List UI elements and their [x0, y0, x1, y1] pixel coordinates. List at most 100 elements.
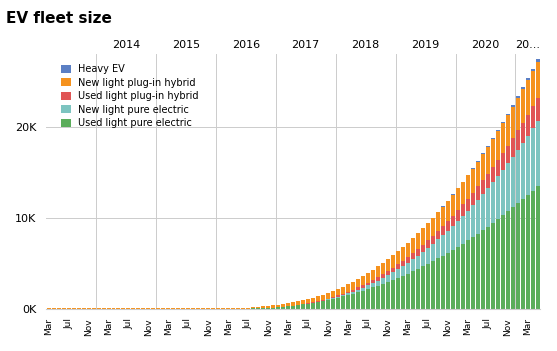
Bar [271, 305, 275, 307]
Bar [441, 256, 445, 309]
Bar [456, 221, 460, 247]
Bar [526, 80, 530, 115]
Bar [371, 287, 375, 309]
Bar [491, 138, 495, 139]
Bar [371, 270, 375, 280]
Bar [441, 235, 445, 256]
Bar [296, 305, 300, 309]
Bar [496, 130, 500, 132]
Bar [376, 266, 380, 277]
Bar [526, 78, 530, 80]
Bar [371, 283, 375, 287]
Bar [506, 114, 510, 115]
Bar [471, 205, 475, 237]
Bar [411, 259, 415, 271]
Bar [361, 276, 365, 285]
Bar [336, 296, 340, 297]
Bar [501, 153, 505, 170]
Legend: Heavy EV, New light plug-in hybrid, Used light plug-in hybrid, New light pure el: Heavy EV, New light plug-in hybrid, Used… [61, 64, 199, 128]
Bar [471, 237, 475, 309]
Bar [401, 261, 405, 266]
Bar [491, 223, 495, 309]
Bar [346, 295, 350, 309]
Text: EV fleet size: EV fleet size [6, 11, 111, 26]
Bar [416, 249, 420, 256]
Bar [331, 299, 335, 309]
Bar [491, 167, 495, 183]
Bar [441, 207, 445, 226]
Bar [451, 250, 455, 309]
Bar [516, 131, 520, 150]
Bar [331, 298, 335, 299]
Bar [391, 272, 395, 280]
Bar [486, 174, 490, 188]
Bar [221, 308, 226, 309]
Bar [431, 218, 435, 236]
Bar [336, 297, 340, 298]
Bar [316, 301, 320, 302]
Bar [446, 201, 450, 221]
Bar [521, 122, 525, 143]
Bar [346, 284, 350, 292]
Bar [301, 300, 305, 304]
Bar [446, 221, 450, 231]
Bar [431, 236, 435, 244]
Bar [466, 175, 470, 176]
Bar [496, 160, 500, 176]
Bar [416, 233, 420, 249]
Bar [326, 300, 330, 309]
Bar [366, 285, 370, 289]
Bar [391, 280, 395, 309]
Bar [316, 302, 320, 309]
Bar [481, 154, 485, 180]
Bar [396, 269, 400, 278]
Bar [411, 253, 415, 259]
Bar [531, 106, 535, 128]
Bar [421, 266, 425, 309]
Bar [386, 275, 390, 282]
Bar [361, 287, 365, 291]
Bar [386, 282, 390, 309]
Bar [436, 239, 440, 258]
Bar [246, 307, 250, 309]
Bar [531, 71, 535, 106]
Bar [162, 308, 165, 309]
Bar [461, 204, 465, 216]
Bar [261, 306, 265, 308]
Bar [341, 297, 345, 309]
Bar [456, 247, 460, 309]
Bar [531, 68, 535, 71]
Bar [401, 276, 405, 309]
Bar [396, 264, 400, 269]
Bar [251, 307, 255, 309]
Bar [436, 212, 440, 231]
Bar [516, 203, 520, 309]
Bar [536, 59, 540, 62]
Bar [341, 295, 345, 297]
Bar [401, 266, 405, 276]
Bar [536, 98, 540, 121]
Bar [286, 303, 290, 306]
Bar [366, 273, 370, 283]
Bar [466, 211, 470, 240]
Bar [396, 278, 400, 309]
Bar [286, 306, 290, 309]
Bar [441, 226, 445, 235]
Bar [461, 182, 465, 204]
Bar [426, 223, 430, 240]
Bar [192, 308, 196, 309]
Bar [177, 308, 180, 309]
Bar [311, 303, 315, 309]
Bar [436, 258, 440, 309]
Bar [241, 308, 245, 309]
Bar [471, 193, 475, 205]
Bar [271, 307, 275, 309]
Bar [436, 231, 440, 239]
Bar [316, 296, 320, 301]
Bar [341, 286, 345, 294]
Bar [366, 283, 370, 285]
Bar [197, 308, 201, 309]
Bar [396, 251, 400, 264]
Bar [506, 211, 510, 309]
Bar [536, 62, 540, 98]
